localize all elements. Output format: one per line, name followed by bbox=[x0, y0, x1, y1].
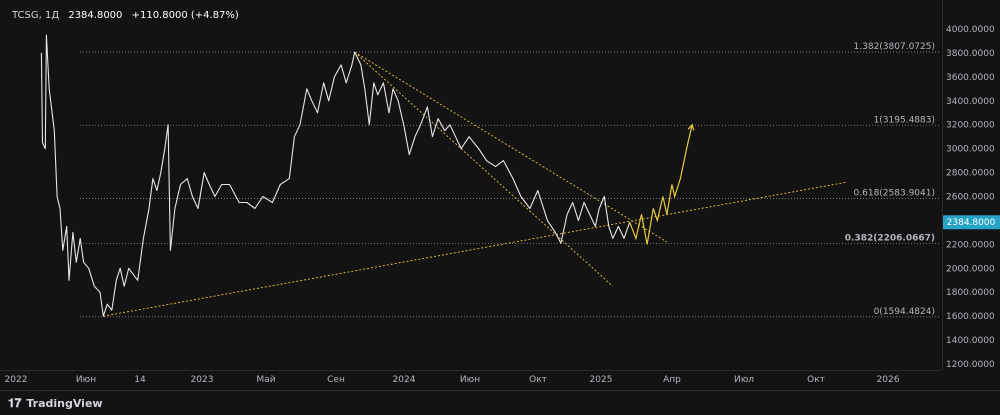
x-tick-label: Июл bbox=[734, 375, 754, 385]
y-tick-label: 1400.0000 bbox=[946, 336, 995, 346]
y-tick-label: 4000.0000 bbox=[946, 25, 995, 35]
x-tick-label: Сен bbox=[327, 375, 345, 385]
price-chart[interactable]: 4000.0000 3800.0000 3600.0000 3400.0000 3200… bbox=[0, 0, 1000, 390]
current-price-badge bbox=[943, 215, 1000, 230]
forecast-arrowhead bbox=[687, 123, 695, 131]
forecast-path bbox=[629, 124, 693, 245]
fib-level-label: 0.618(2583.9041) bbox=[854, 188, 935, 198]
y-tick-label: 1800.0000 bbox=[946, 288, 995, 298]
y-tick-label: 1600.0000 bbox=[946, 312, 995, 322]
tradingview-logo-icon: 𝟏𝟕 bbox=[8, 396, 22, 410]
fib-level-label: 0(1594.4824) bbox=[874, 307, 935, 317]
upper-trendline bbox=[354, 51, 668, 243]
price-change: +110.8000 (+4.87%) bbox=[131, 10, 239, 21]
footer-bar: 𝟏𝟕 TradingView bbox=[0, 390, 1000, 415]
y-tick-label: 3600.0000 bbox=[946, 73, 995, 83]
y-tick-label: 3000.0000 bbox=[946, 145, 995, 155]
y-tick-label: 3400.0000 bbox=[946, 97, 995, 107]
x-tick-label: 2024 bbox=[393, 375, 416, 385]
x-tick-label: Июн bbox=[460, 375, 480, 385]
symbol-header: TCSG, 1Д 2384.8000 +110.8000 (+4.87%) bbox=[12, 10, 239, 21]
price-series-line bbox=[40, 34, 631, 317]
y-tick-label: 3200.0000 bbox=[946, 121, 995, 131]
x-tick-label: Апр bbox=[663, 375, 681, 385]
y-tick-label: 2800.0000 bbox=[946, 169, 995, 179]
x-tick-label: 2023 bbox=[191, 375, 214, 385]
current-price: 2384.8000 bbox=[68, 10, 123, 21]
x-tick-label: 2022 bbox=[5, 375, 28, 385]
fib-level-label: 1(3195.4883) bbox=[874, 115, 935, 125]
fib-level-label: 0.382(2206.0667) bbox=[845, 234, 935, 244]
x-tick-label: 2026 bbox=[877, 375, 900, 385]
x-tick-label: Окт bbox=[807, 375, 825, 385]
symbol-label[interactable]: TCSG, 1Д bbox=[12, 10, 60, 21]
brand-label: TradingView bbox=[26, 397, 103, 410]
x-tick-label: Май bbox=[256, 375, 275, 385]
x-tick-label: 2025 bbox=[590, 375, 613, 385]
chart-background bbox=[0, 0, 1000, 390]
x-tick-label: Июн bbox=[76, 375, 96, 385]
y-tick-label: 2600.0000 bbox=[946, 193, 995, 203]
y-tick-label: 1200.0000 bbox=[946, 360, 995, 370]
fib-level-label: 1.382(3807.0725) bbox=[854, 42, 935, 52]
y-tick-label: 2200.0000 bbox=[946, 240, 995, 250]
x-tick-label: 14 bbox=[134, 375, 146, 385]
y-tick-label: 3800.0000 bbox=[946, 49, 995, 59]
x-tick-label: Окт bbox=[529, 375, 547, 385]
y-tick-label: 2000.0000 bbox=[946, 264, 995, 274]
support-trendline bbox=[103, 181, 848, 317]
current-price-badge-label: 2384.8000 bbox=[947, 218, 996, 228]
tradingview-logo[interactable]: 𝟏𝟕 TradingView bbox=[8, 396, 103, 411]
